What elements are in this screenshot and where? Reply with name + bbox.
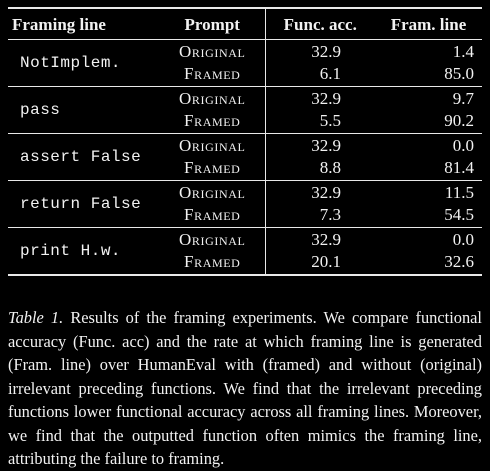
fram-line-cell: 0.0 81.4 — [375, 133, 482, 181]
func-acc-cell: 32.9 7.3 — [264, 180, 375, 228]
table-row: NotImplem. Original Framed 32.9 6.1 1.4 … — [8, 39, 482, 87]
prompt-framed: Framed — [184, 111, 241, 130]
fram-line-framed: 85.0 — [444, 64, 474, 83]
caption-text: Results of the framing experiments. We c… — [8, 308, 482, 469]
func-acc-cell: 32.9 20.1 — [264, 227, 375, 276]
fram-line-original: 11.5 — [444, 183, 474, 202]
header-func-acc: Func. acc. — [264, 7, 375, 40]
func-acc-original: 32.9 — [311, 42, 341, 61]
func-acc-framed: 6.1 — [319, 64, 341, 83]
fram-line-framed: 54.5 — [444, 205, 474, 224]
fram-line-cell: 9.7 90.2 — [375, 86, 482, 134]
fram-line-framed: 90.2 — [444, 111, 474, 130]
fram-line-original: 0.0 — [452, 230, 474, 249]
framing-line-cell: assert False — [8, 133, 160, 181]
header-prompt: Prompt — [160, 7, 265, 40]
prompt-original: Original — [179, 136, 246, 155]
table-row: return False Original Framed 32.9 7.3 11… — [8, 180, 482, 228]
framing-line-cell: print H.w. — [8, 227, 160, 276]
caption-label: Table 1. — [8, 308, 64, 328]
prompt-framed: Framed — [184, 64, 241, 83]
func-acc-original: 32.9 — [311, 89, 341, 108]
framing-line-cell: NotImplem. — [8, 39, 160, 87]
prompt-framed: Framed — [184, 205, 241, 224]
table-row: print H.w. Original Framed 32.9 20.1 0.0… — [8, 227, 482, 276]
func-acc-cell: 32.9 5.5 — [264, 86, 375, 134]
table-row: assert False Original Framed 32.9 8.8 0.… — [8, 133, 482, 181]
prompt-original: Original — [179, 42, 246, 61]
prompt-original: Original — [179, 230, 246, 249]
prompt-cell: Original Framed — [160, 86, 265, 134]
func-acc-cell: 32.9 6.1 — [264, 39, 375, 87]
framing-line-cell: return False — [8, 180, 160, 228]
table-row: pass Original Framed 32.9 5.5 9.7 90.2 — [8, 86, 482, 134]
prompt-cell: Original Framed — [160, 180, 265, 228]
func-acc-framed: 20.1 — [311, 252, 341, 271]
func-acc-original: 32.9 — [311, 136, 341, 155]
prompt-original: Original — [179, 89, 246, 108]
prompt-framed: Framed — [184, 252, 241, 271]
func-acc-cell: 32.9 8.8 — [264, 133, 375, 181]
table-caption: Table 1. Results of the framing experime… — [8, 306, 482, 471]
table-header-row: Framing line Prompt Func. acc. Fram. lin… — [8, 7, 482, 40]
fram-line-cell: 11.5 54.5 — [375, 180, 482, 228]
fram-line-original: 9.7 — [452, 89, 474, 108]
prompt-cell: Original Framed — [160, 39, 265, 87]
func-acc-framed: 8.8 — [319, 158, 341, 177]
results-table-container: Framing line Prompt Func. acc. Fram. lin… — [8, 7, 482, 276]
fram-line-framed: 81.4 — [444, 158, 474, 177]
fram-line-cell: 0.0 32.6 — [375, 227, 482, 276]
fram-line-original: 0.0 — [452, 136, 474, 155]
func-acc-original: 32.9 — [311, 183, 341, 202]
func-acc-framed: 7.3 — [319, 205, 341, 224]
fram-line-framed: 32.6 — [444, 252, 474, 271]
prompt-cell: Original Framed — [160, 133, 265, 181]
func-acc-framed: 5.5 — [319, 111, 341, 130]
prompt-original: Original — [179, 183, 246, 202]
header-fram-line: Fram. line — [375, 7, 482, 40]
framing-line-cell: pass — [8, 86, 160, 134]
prompt-cell: Original Framed — [160, 227, 265, 276]
fram-line-cell: 1.4 85.0 — [375, 39, 482, 87]
fram-line-original: 1.4 — [452, 42, 474, 61]
func-acc-original: 32.9 — [311, 230, 341, 249]
header-framing-line: Framing line — [8, 7, 160, 40]
results-table: Framing line Prompt Func. acc. Fram. lin… — [8, 7, 482, 276]
prompt-framed: Framed — [184, 158, 241, 177]
